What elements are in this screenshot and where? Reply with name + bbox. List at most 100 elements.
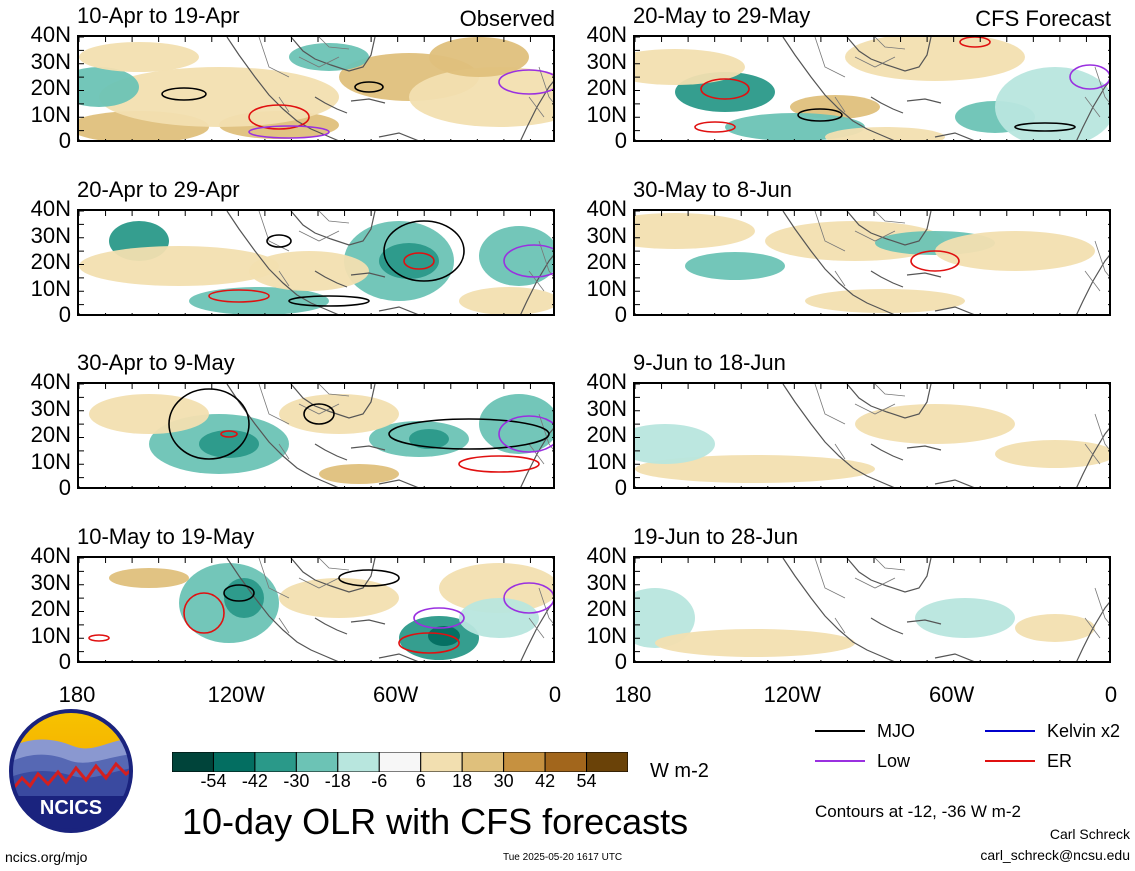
axis-ticks bbox=[79, 384, 553, 487]
filtered-olr-contour bbox=[266, 234, 292, 248]
panel-title-kind: Observed bbox=[459, 6, 555, 31]
country-border bbox=[854, 230, 896, 242]
country-border bbox=[258, 211, 290, 252]
coastline bbox=[934, 653, 975, 661]
filtered-olr-contour bbox=[403, 252, 435, 270]
site-url[interactable]: ncics.org/mjo bbox=[5, 849, 88, 865]
y-tick-label: 0 bbox=[58, 128, 71, 153]
olr-map-panel[interactable] bbox=[633, 556, 1111, 663]
olr-map-panel[interactable] bbox=[633, 382, 1111, 489]
olr-map-panel[interactable] bbox=[77, 382, 555, 489]
y-tick-label: 20N bbox=[30, 249, 71, 274]
filtered-olr-contour bbox=[700, 78, 750, 100]
country-border bbox=[318, 384, 350, 397]
country-border bbox=[814, 384, 846, 425]
coastline bbox=[378, 479, 419, 487]
anomaly-shading bbox=[79, 246, 279, 286]
y-tick-label: 0 bbox=[614, 128, 627, 153]
filtered-olr-contour bbox=[168, 388, 250, 460]
colorbar-units: W m-2 bbox=[650, 760, 709, 782]
y-tick-label: 10N bbox=[30, 101, 71, 127]
anomaly-shading bbox=[635, 455, 875, 483]
colorbar-swatch bbox=[212, 751, 256, 773]
country-border bbox=[538, 587, 553, 624]
anomaly-shading bbox=[995, 440, 1109, 468]
olr-map-panel[interactable] bbox=[77, 35, 555, 142]
country-border bbox=[538, 240, 553, 277]
country-border bbox=[298, 56, 340, 68]
coastline bbox=[378, 306, 419, 314]
country-border bbox=[528, 270, 545, 292]
coastline bbox=[906, 98, 942, 104]
coastline bbox=[846, 37, 932, 72]
olr-map-panel[interactable] bbox=[77, 556, 555, 663]
x-tick-label: 120W bbox=[763, 682, 822, 707]
anomaly-shading bbox=[249, 251, 369, 291]
colorbar-swatch bbox=[461, 751, 505, 773]
y-tick-label: 30N bbox=[30, 48, 71, 74]
axis-ticks bbox=[635, 211, 1109, 314]
colorbar-swatch bbox=[544, 751, 588, 773]
y-tick-label: 20N bbox=[586, 249, 627, 274]
panel-title-period: 9-Jun to 18-Jun bbox=[633, 350, 786, 375]
anomaly-shading bbox=[409, 429, 449, 449]
filtered-olr-contour bbox=[498, 415, 553, 453]
ncics-logo[interactable]: NCICS bbox=[8, 708, 134, 834]
anomaly-shading bbox=[459, 287, 553, 314]
panel-title-period: 10-Apr to 19-Apr bbox=[77, 3, 240, 28]
country-border bbox=[298, 577, 340, 589]
colorbar-tick-label: 6 bbox=[415, 771, 426, 791]
country-border bbox=[874, 211, 906, 224]
y-tick-label: 10N bbox=[586, 275, 627, 301]
olr-map-panel[interactable] bbox=[633, 35, 1111, 142]
country-border bbox=[528, 617, 545, 639]
y-tick-label: 30N bbox=[586, 569, 627, 595]
y-tick-label: 10N bbox=[30, 275, 71, 301]
filtered-olr-contour bbox=[694, 121, 736, 133]
anomaly-shading bbox=[199, 430, 259, 458]
coastline bbox=[290, 211, 376, 246]
axis-ticks bbox=[79, 37, 553, 140]
y-tick-label: 40N bbox=[30, 196, 71, 221]
country-border bbox=[854, 56, 896, 68]
coastline bbox=[226, 37, 339, 140]
colorbar-swatch bbox=[378, 751, 422, 773]
country-border bbox=[298, 230, 340, 242]
colorbar-swatch bbox=[586, 751, 629, 773]
anomaly-shading bbox=[995, 67, 1109, 140]
filtered-olr-contour bbox=[288, 295, 370, 307]
olr-map-panel[interactable] bbox=[77, 209, 555, 316]
panel-title-period: 20-Apr to 29-Apr bbox=[77, 177, 240, 202]
country-border bbox=[1084, 270, 1101, 292]
colorbar-swatch bbox=[171, 751, 214, 773]
x-tick-label: 60W bbox=[929, 682, 975, 707]
coastline bbox=[290, 384, 376, 419]
coastline bbox=[782, 37, 895, 140]
filtered-olr-contour bbox=[223, 584, 255, 602]
colorbar-tick-label: 54 bbox=[576, 771, 597, 791]
country-border bbox=[528, 96, 545, 118]
country-border bbox=[854, 577, 896, 589]
anomaly-shading bbox=[1015, 614, 1095, 642]
y-tick-label: 40N bbox=[30, 369, 71, 394]
y-tick-label: 0 bbox=[614, 302, 627, 327]
olr-map-panel[interactable] bbox=[633, 209, 1111, 316]
coastline bbox=[906, 619, 942, 625]
colorbar-swatch bbox=[337, 751, 380, 773]
anomaly-shading bbox=[79, 67, 139, 107]
y-tick-label: 10N bbox=[586, 101, 627, 127]
legend-line bbox=[815, 760, 865, 762]
colorbar-swatch bbox=[420, 751, 463, 773]
filtered-olr-contour bbox=[797, 108, 843, 122]
coastline bbox=[846, 384, 932, 419]
country-border bbox=[538, 66, 553, 103]
legend-line bbox=[815, 730, 865, 732]
axis-ticks bbox=[79, 558, 553, 661]
anomaly-shading bbox=[79, 42, 199, 72]
y-tick-label: 30N bbox=[586, 48, 627, 74]
anomaly-shading bbox=[855, 404, 1015, 444]
axis-ticks bbox=[635, 384, 1109, 487]
country-border bbox=[528, 443, 545, 465]
timestamp: Tue 2025-05-20 1617 UTC bbox=[503, 852, 623, 863]
coastline bbox=[934, 132, 975, 140]
